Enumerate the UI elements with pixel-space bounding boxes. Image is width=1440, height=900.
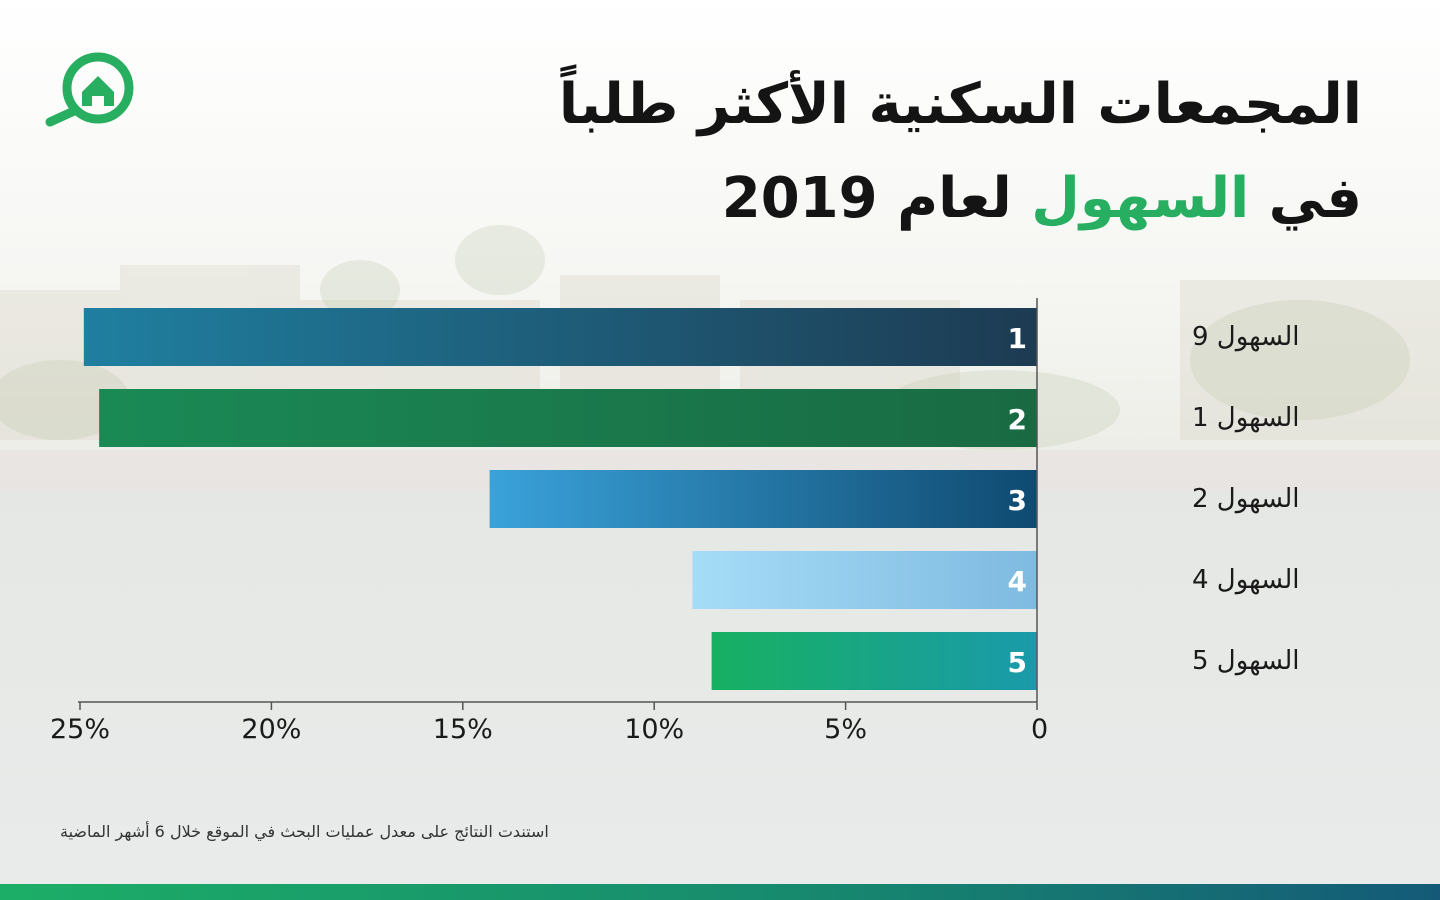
bar-rank-label: 4 — [1008, 565, 1027, 598]
title-suffix: لعام 2019 — [721, 166, 1012, 231]
x-tick-label: 10% — [624, 714, 684, 745]
title-accent: السهول — [1031, 166, 1250, 231]
bar-4 — [692, 551, 1037, 609]
x-tick-label: 25% — [50, 714, 110, 745]
title-line-2: في السهول لعام 2019 — [462, 152, 1362, 246]
x-tick-label: 15% — [433, 714, 493, 745]
category-label: السهول 4 — [1192, 565, 1299, 595]
bar-1 — [83, 308, 1037, 366]
house-search-icon — [45, 52, 134, 127]
bar-rank-label: 1 — [1008, 322, 1027, 355]
bottom-accent-bar — [0, 884, 1440, 900]
bar-3 — [489, 470, 1037, 528]
category-label: السهول 1 — [1192, 403, 1299, 433]
bar-rank-label: 3 — [1008, 484, 1027, 517]
x-tick-label: 5% — [824, 714, 867, 745]
title-line-1: المجمعات السكنية الأكثر طلباً — [558, 72, 1362, 137]
title-prefix: في — [1268, 166, 1362, 231]
bar-rank-label: 5 — [1008, 646, 1027, 679]
bar-rank-label: 2 — [1008, 403, 1027, 436]
bar-2 — [99, 389, 1037, 447]
footnote: استندت النتائج على معدل عمليات البحث في … — [60, 822, 549, 841]
x-tick-label: 20% — [241, 714, 301, 745]
category-label: السهول 2 — [1192, 484, 1299, 514]
bar-5 — [711, 632, 1037, 690]
x-tick-label: 0 — [1031, 714, 1048, 745]
category-label: السهول 5 — [1192, 646, 1299, 676]
page-title: المجمعات السكنية الأكثر طلباً في السهول … — [462, 58, 1362, 246]
category-label: السهول 9 — [1192, 322, 1299, 352]
